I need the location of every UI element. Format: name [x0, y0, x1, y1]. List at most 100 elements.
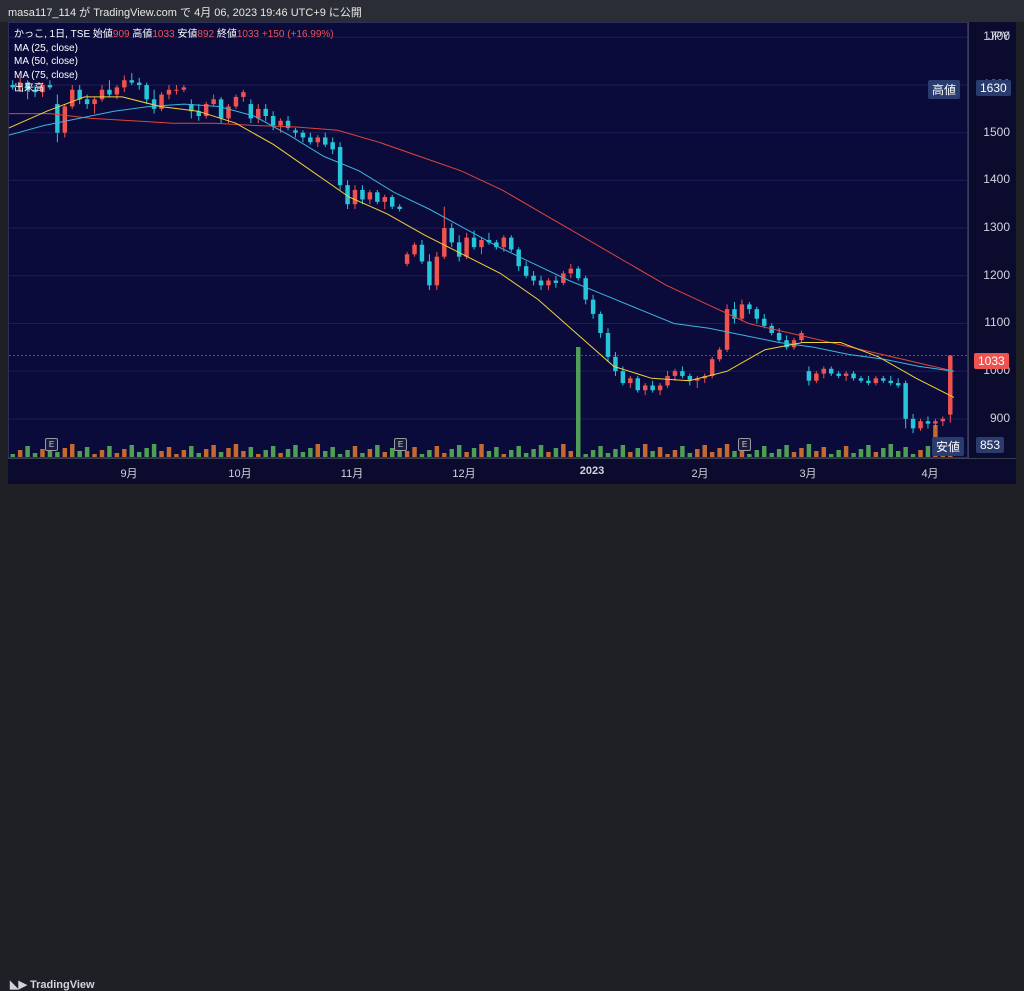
candle-body [509, 237, 514, 250]
volume-bar [352, 446, 358, 457]
candle-body [32, 89, 38, 93]
candle-body [948, 355, 953, 415]
volume-bar [471, 448, 477, 457]
volume-bar [739, 447, 745, 457]
volume-bar [836, 450, 841, 457]
volume-bar [732, 451, 737, 457]
volume-bar [910, 454, 916, 457]
candle-body [933, 421, 938, 424]
volume-bar [263, 450, 268, 457]
volume-bar [434, 446, 440, 457]
candle-body [77, 89, 82, 100]
high-tag-label: 高値 [932, 83, 957, 97]
time-axis[interactable]: 9月 10月 11月 12月 2023 2月 3月 4月 [8, 458, 1016, 484]
candle-body [925, 421, 931, 424]
earnings-marker[interactable]: E [394, 438, 407, 451]
symbol-label[interactable]: かっこ, 1日, TSE [14, 29, 91, 40]
ohlc-row: かっこ, 1日, TSE 始値909 高値1033 安値892 終値1033 +… [14, 28, 334, 42]
candle-body [881, 378, 886, 381]
volume-bar [918, 450, 923, 457]
candle-body [122, 80, 127, 88]
volume-bar [724, 444, 730, 457]
volume-bar [315, 444, 321, 457]
candle-body [583, 278, 588, 300]
candle-body [635, 378, 640, 391]
earnings-marker[interactable]: E [738, 438, 751, 451]
candle-body [412, 244, 417, 255]
volume-bar [657, 447, 663, 457]
candle-body [203, 104, 209, 116]
x-tick: 3月 [799, 468, 817, 480]
volume-bar [769, 453, 774, 457]
volume-bar [285, 449, 291, 457]
last-price-tag: 1033 [974, 353, 1009, 369]
volume-bar [270, 446, 276, 457]
currency-label[interactable]: JPY [987, 29, 1010, 43]
x-tick: 2月 [691, 468, 709, 480]
volume-bar [360, 453, 365, 457]
candle-body [858, 378, 864, 381]
candle-body [605, 333, 611, 357]
high-tag: 高値 [928, 80, 961, 99]
ma75-legend[interactable]: MA (75, close) [14, 69, 78, 81]
x-tick: 4月 [921, 468, 939, 480]
volume-bar [99, 450, 105, 457]
candle-body [315, 137, 321, 143]
close-value: 1033 [236, 29, 260, 40]
volume-bar [174, 454, 179, 457]
tradingview-logo[interactable]: ◣▶ TradingView [10, 978, 95, 991]
candle-body [754, 309, 760, 319]
candle-body [717, 349, 722, 360]
candle-body [211, 99, 216, 105]
volume-bar [814, 451, 819, 457]
x-tick: 12月 [452, 468, 476, 480]
volume-bar [762, 446, 767, 457]
volume-bar [843, 446, 849, 457]
candle-body [62, 106, 68, 133]
y-tick: 1200 [983, 267, 1010, 282]
volume-bar [159, 451, 164, 457]
candle-body [836, 373, 841, 376]
price-chart[interactable] [8, 22, 968, 458]
candle-body [47, 85, 53, 88]
candle-body [270, 116, 276, 126]
tv-logo-icon: ◣▶ [10, 979, 27, 991]
volume-bar [479, 444, 484, 457]
earnings-marker[interactable]: E [45, 438, 58, 451]
candle-body [10, 85, 15, 88]
y-tick: 1700 [983, 29, 1010, 44]
volume-bar [553, 448, 559, 457]
candle-body [226, 106, 231, 119]
chart-canvas[interactable] [9, 23, 967, 457]
volume-bar [620, 445, 626, 457]
candle-body [114, 87, 120, 95]
candle-body [181, 87, 187, 90]
ma25-legend[interactable]: MA (25, close) [14, 42, 78, 54]
candle-body [806, 371, 812, 381]
volume-bar [866, 445, 871, 457]
candle-body [732, 309, 737, 319]
volume-bar [62, 448, 68, 457]
candle-body [769, 325, 774, 333]
candle-body [166, 89, 172, 95]
volume-bar [590, 450, 596, 457]
volume-legend[interactable]: 出来高 [14, 83, 44, 94]
candle-body [776, 333, 782, 341]
candle-body [278, 120, 283, 126]
high-tag-value-box: 1630 [976, 80, 1011, 96]
volume-bar [642, 444, 648, 457]
volume-bar [509, 450, 514, 457]
candle-body [747, 304, 752, 310]
volume-bar [531, 449, 536, 457]
candle-body [762, 318, 767, 326]
volume-bar [233, 444, 239, 457]
candle-body [99, 89, 105, 100]
candle-body [903, 383, 908, 419]
volume-bar [122, 449, 127, 457]
volume-bar [382, 452, 387, 457]
candle-body [382, 197, 387, 202]
candle-body [442, 228, 447, 257]
volume-bar [687, 453, 693, 457]
ma50-legend[interactable]: MA (50, close) [14, 56, 78, 67]
x-tick: 11月 [340, 468, 364, 480]
